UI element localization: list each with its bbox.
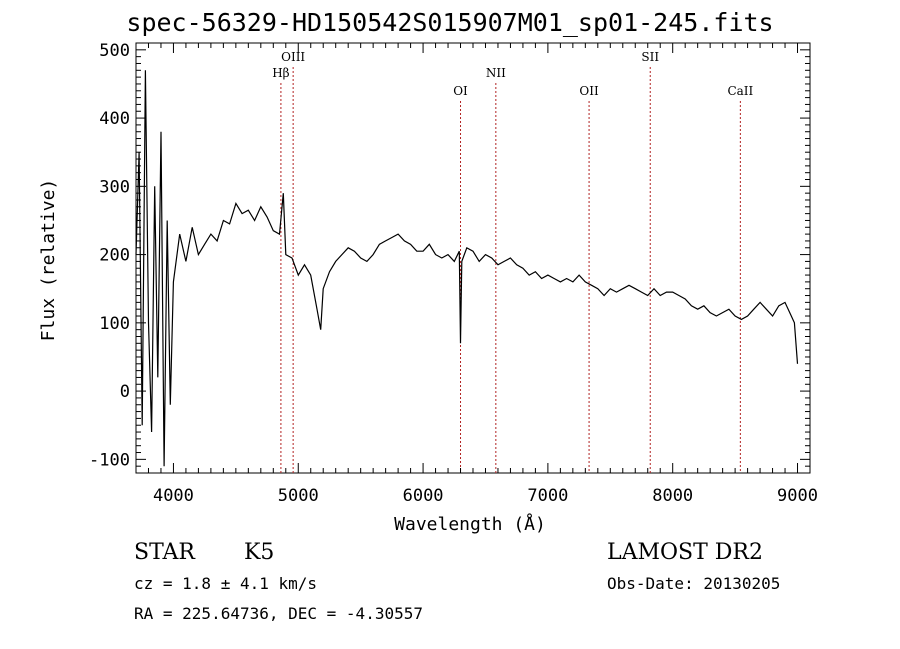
x-tick-label: 8000 (652, 486, 693, 506)
y-tick-label: 300 (99, 177, 130, 197)
object-subclass: K5 (244, 540, 275, 565)
x-axis-label: Wavelength (Å) (394, 513, 546, 535)
line-marker-label: Hβ (272, 66, 289, 80)
spectrum-line (135, 70, 799, 467)
line-marker-label: SII (641, 50, 659, 64)
series-layer (135, 70, 799, 467)
line-marker-label: CaII (727, 84, 753, 98)
observation-date: Obs-Date: 20130205 (607, 574, 781, 593)
plot-border (135, 42, 811, 474)
coordinates: RA = 225.64736, DEC = -4.30557 (134, 604, 423, 623)
y-axis: -100 0 100 200 300 400 500 (89, 41, 810, 474)
x-tick-label: 5000 (278, 486, 319, 506)
y-tick-label: 400 (99, 109, 130, 129)
line-marker-label: NII (486, 66, 506, 80)
y-axis-label: Flux (relative) (38, 179, 59, 342)
y-tick-label: 0 (120, 382, 130, 402)
y-tick-label: 200 (99, 246, 130, 266)
x-tick-label: 7000 (527, 486, 568, 506)
chart-title: spec-56329-HD150542S015907M01_sp01-245.f… (126, 8, 774, 37)
y-tick-label: 500 (99, 41, 130, 61)
plot-frame (135, 42, 811, 474)
y-tick-label: -100 (89, 450, 130, 470)
line-marker-label: OII (579, 84, 599, 98)
survey-label: LAMOST DR2 (607, 540, 763, 565)
x-tick-label: 4000 (153, 486, 194, 506)
line-markers: Hβ OIII OI NII OII SII CaII (272, 50, 754, 473)
x-tick-label: 6000 (403, 486, 444, 506)
x-axis: 4000 5000 6000 7000 8000 9000 (147, 43, 818, 506)
redshift-cz: cz = 1.8 ± 4.1 km/s (134, 574, 318, 593)
object-class: STAR (134, 540, 195, 565)
line-marker-label: OI (453, 84, 468, 98)
y-tick-label: 100 (99, 314, 130, 334)
line-marker-label: OIII (281, 50, 305, 64)
x-tick-label: 9000 (777, 486, 818, 506)
